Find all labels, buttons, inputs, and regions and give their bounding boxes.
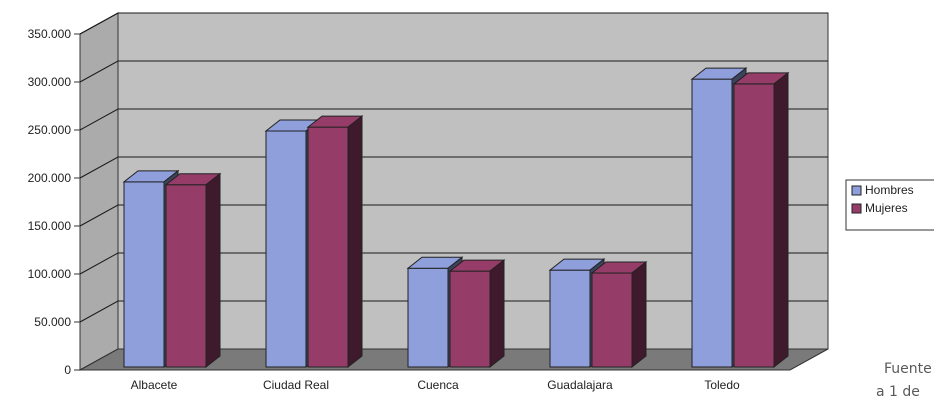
x-category-label: Toledo — [704, 378, 740, 392]
bar — [448, 259, 506, 369]
x-category-label: Ciudad Real — [263, 378, 329, 392]
legend: Hombres Mujeres — [845, 179, 934, 231]
x-category-label: Albacete — [131, 378, 178, 392]
bar-front — [265, 130, 307, 368]
side-wall — [79, 12, 119, 371]
bar — [164, 172, 222, 369]
x-category-label: Guadalajara — [547, 378, 613, 392]
legend-swatch — [851, 203, 862, 214]
bar — [732, 71, 790, 369]
bar-side — [205, 172, 221, 369]
bar-front — [691, 78, 733, 368]
y-tick-label: 350.000 — [28, 27, 72, 41]
y-tick-label: 300.000 — [28, 75, 72, 89]
legend-swatch — [851, 185, 862, 196]
legend-label: Hombres — [865, 183, 914, 197]
y-axis-ticks: 0 50.000 100.000 150.000 200.000 250.000 300.0… — [28, 27, 80, 377]
source-note-line-2: a 1 de — [876, 384, 920, 396]
bar — [590, 261, 648, 369]
gridline — [79, 156, 828, 179]
x-axis-categories: Albacete Ciudad Real Cuenca Guadalajara Tole… — [131, 378, 740, 392]
gridline — [79, 204, 828, 227]
y-tick-label: 150.000 — [28, 219, 72, 233]
bar-front — [407, 267, 449, 368]
gridlines — [79, 12, 828, 323]
bar-side — [631, 261, 647, 369]
gridline — [79, 252, 828, 275]
y-tick-label: 250.000 — [28, 123, 72, 137]
y-tick-label: 0 — [64, 363, 71, 377]
bar-front — [591, 272, 633, 368]
y-tick-label: 50.000 — [34, 315, 71, 329]
bar-side — [347, 115, 363, 369]
bar-front — [165, 184, 207, 368]
gridline — [79, 60, 828, 83]
y-tick-label: 200.000 — [28, 171, 72, 185]
bar-side — [773, 71, 789, 369]
bar-front — [549, 269, 591, 368]
legend-label: Mujeres — [865, 201, 908, 215]
bar-front — [449, 270, 491, 368]
bar — [306, 115, 364, 369]
bar-front — [123, 181, 165, 368]
x-category-label: Cuenca — [417, 378, 459, 392]
bar-front — [733, 83, 775, 368]
bar-front — [307, 126, 349, 368]
source-note-line-1: Fuente — [884, 361, 932, 377]
bar-side — [489, 259, 505, 369]
bars — [122, 67, 790, 369]
y-tick-label: 100.000 — [28, 267, 72, 281]
gridline — [79, 12, 828, 35]
gridline — [79, 108, 828, 131]
